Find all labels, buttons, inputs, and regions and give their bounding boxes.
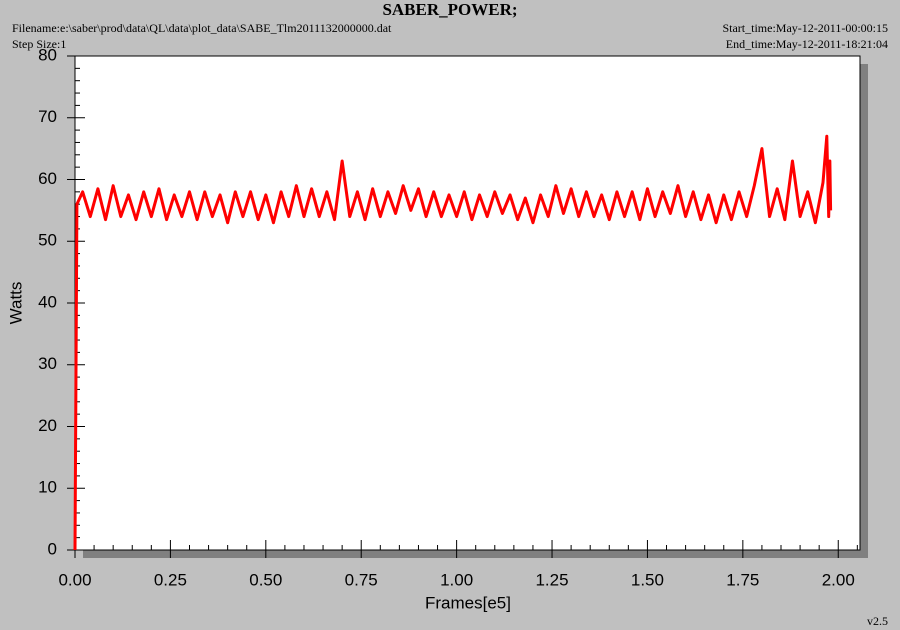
x-tick-label: 0.50 <box>249 570 282 589</box>
y-tick-label: 20 <box>38 416 57 435</box>
filename: Filename:e:\saber\prod\data\QL\data\plot… <box>12 21 392 35</box>
y-tick-label: 40 <box>38 292 57 311</box>
start-time: Start_time:May-12-2011-00:00:15 <box>722 21 888 35</box>
y-tick-label: 60 <box>38 169 57 188</box>
x-tick-label: 0.25 <box>154 570 187 589</box>
y-tick-label: 70 <box>38 107 57 126</box>
x-tick-label: 1.25 <box>535 570 568 589</box>
end-time: End_time:May-12-2011-18:21:04 <box>726 37 888 51</box>
y-tick-label: 80 <box>38 45 57 64</box>
step-size: Step Size:1 <box>12 37 66 51</box>
y-tick-label: 30 <box>38 354 57 373</box>
data-line <box>73 134 833 551</box>
version: v2.5 <box>867 614 888 628</box>
chart-title: SABER_POWER; <box>382 0 517 19</box>
x-tick-label: 2.00 <box>822 570 855 589</box>
x-axis-label: Frames[e5] <box>425 593 511 612</box>
x-tick-label: 0.75 <box>345 570 378 589</box>
x-tick-label: 1.50 <box>631 570 664 589</box>
plot-area <box>74 55 861 551</box>
x-tick-label: 1.75 <box>726 570 759 589</box>
x-tick-label: 1.00 <box>440 570 473 589</box>
y-tick-label: 0 <box>48 539 57 558</box>
y-tick-label: 50 <box>38 231 57 250</box>
y-tick-label: 10 <box>38 478 57 497</box>
x-tick-label: 0.00 <box>58 570 91 589</box>
y-axis-label: Watts <box>6 282 25 325</box>
